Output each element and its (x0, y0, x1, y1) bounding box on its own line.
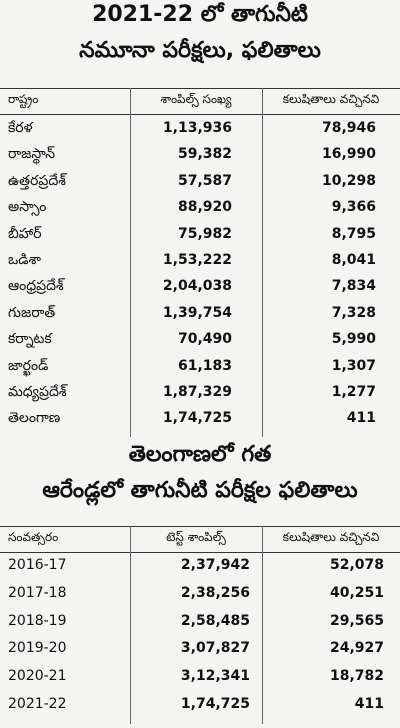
row-label: బీహార్ (8, 225, 42, 242)
row-label: ఆంధ్రప్రదేశ్ (8, 278, 64, 295)
value-cell: 59,382 (177, 146, 232, 163)
row-label: ఉత్తరప్రదేశ్ (8, 172, 66, 189)
value-cell: 411 (346, 410, 376, 427)
section-title: 2021-22 లో తాగునీటి (92, 2, 308, 27)
value-cell: 1,74,725 (180, 696, 250, 712)
value-cell: 2,58,485 (180, 612, 250, 629)
value-cell: 5,990 (331, 331, 376, 348)
row-label: 2019-20 (8, 640, 67, 657)
value-cell: 1,39,754 (162, 304, 232, 321)
header-cell: సంవత్సరం (8, 530, 59, 544)
header-cell: టెస్ట్ శాంపిల్స్ (166, 530, 226, 544)
column-divider (130, 88, 131, 437)
header-cell: శాంపిల్స్ సంఖ్య (160, 92, 232, 106)
value-cell: 1,307 (331, 357, 376, 374)
value-cell: 16,990 (321, 146, 376, 163)
header-cell: కలుషితాలు వచ్చినవి (282, 530, 380, 544)
rule (0, 88, 400, 89)
row-label: మధ్యప్రదేశ్ (8, 384, 67, 400)
value-cell: 10,298 (321, 172, 376, 189)
value-cell: 8,795 (331, 225, 376, 242)
value-cell: 1,87,329 (162, 384, 232, 400)
value-cell: 78,946 (321, 120, 376, 136)
row-label: 2017-18 (8, 584, 67, 601)
value-cell: 2,04,038 (162, 278, 232, 295)
value-cell: 1,13,936 (162, 120, 232, 136)
column-divider (262, 88, 263, 437)
value-cell: 40,251 (329, 584, 384, 601)
rule (0, 526, 400, 527)
value-cell: 57,587 (177, 172, 232, 189)
value-cell: 52,078 (329, 557, 384, 573)
row-label: 2021-22 (8, 696, 67, 712)
value-cell: 9,366 (331, 199, 376, 216)
value-cell: 75,982 (177, 225, 232, 242)
value-cell: 1,53,222 (162, 252, 232, 268)
row-label: అస్సాం (8, 199, 47, 216)
value-cell: 7,328 (331, 304, 376, 321)
value-cell: 2,37,942 (180, 557, 250, 573)
row-label: ఒడిశా (8, 252, 41, 268)
section-title: నమూనా పరీక్షలు, ఫలితాలు (79, 38, 321, 63)
value-cell: 7,834 (331, 278, 376, 295)
row-label: 2016-17 (8, 557, 67, 573)
row-label: 2018-19 (8, 612, 67, 629)
value-cell: 411 (354, 696, 384, 712)
value-cell: 18,782 (329, 668, 384, 685)
value-cell: 61,183 (177, 357, 232, 374)
value-cell: 29,565 (329, 612, 384, 629)
row-label: రాజస్థాన్ (8, 146, 56, 163)
row-label: తెలంగాణ (8, 410, 61, 427)
row-label: గుజరాత్ (8, 304, 56, 321)
rule (0, 552, 400, 553)
row-label: కేరళ (8, 120, 33, 136)
section-title: తెలంగాణలో గత (128, 442, 272, 467)
section-title: ఆరేండ్లలో తాగునీటి పరీక్షల ఫలితాలు (42, 478, 358, 503)
column-divider (262, 526, 263, 724)
value-cell: 2,38,256 (180, 584, 250, 601)
column-divider (130, 526, 131, 724)
value-cell: 88,920 (177, 199, 232, 216)
header-cell: రాష్ట్రం (8, 92, 39, 106)
value-cell: 24,927 (329, 640, 384, 657)
value-cell: 3,12,341 (180, 668, 250, 685)
value-cell: 8,041 (331, 252, 376, 268)
header-cell: కలుషితాలు వచ్చినవి (282, 92, 380, 106)
value-cell: 1,74,725 (162, 410, 232, 427)
value-cell: 3,07,827 (180, 640, 250, 657)
value-cell: 1,277 (331, 384, 376, 400)
rule (0, 114, 400, 115)
row-label: జార్ఖండ్ (8, 357, 49, 374)
row-label: 2020-21 (8, 668, 67, 685)
row-label: కర్నాటక (8, 331, 52, 348)
value-cell: 70,490 (177, 331, 232, 348)
